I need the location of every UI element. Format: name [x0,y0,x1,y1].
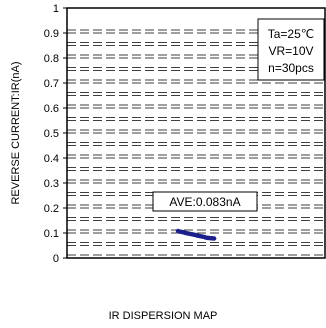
condition-temperature: Ta=25℃ [268,27,315,41]
y-tick-label: 0.8 [44,53,59,65]
average-box: AVE:0.083nA [152,191,258,212]
y-tick-label: 0.6 [44,103,59,115]
y-axis-title: REVERSE CURRENT:IR(nA) [10,61,22,204]
condition-sample-count: n=30pcs [268,61,314,75]
y-tick-label: 0.5 [44,128,59,140]
y-tick-label: 0.7 [44,78,59,90]
y-tick-label: 0.3 [44,178,59,190]
y-tick-label: 0.9 [44,28,59,40]
y-tick-label: 0.4 [44,153,59,165]
data-point [212,236,217,241]
y-tick-label: 0.1 [44,228,59,240]
average-box-frame [152,191,258,212]
y-axis-ticks: 0 0.1 0.2 0.3 0.4 0.5 0.6 0.7 0.8 0.9 1 [44,3,67,265]
y-tick-label: 0.2 [44,203,59,215]
average-label: AVE:0.083nA [169,195,240,209]
conditions-box: Ta=25℃ VR=10V n=30pcs [257,18,325,81]
y-tick-label: 1 [53,3,59,15]
ir-dispersion-chart: 0 0.1 0.2 0.3 0.4 0.5 0.6 0.7 0.8 0.9 1 REVERSE CU… [10,3,326,265]
condition-voltage: VR=10V [268,44,313,58]
conditions-box-frame [257,18,325,81]
chart-caption: IR DISPERSION MAP [108,310,218,322]
data-points [175,228,217,241]
y-tick-label: 0 [53,253,59,265]
